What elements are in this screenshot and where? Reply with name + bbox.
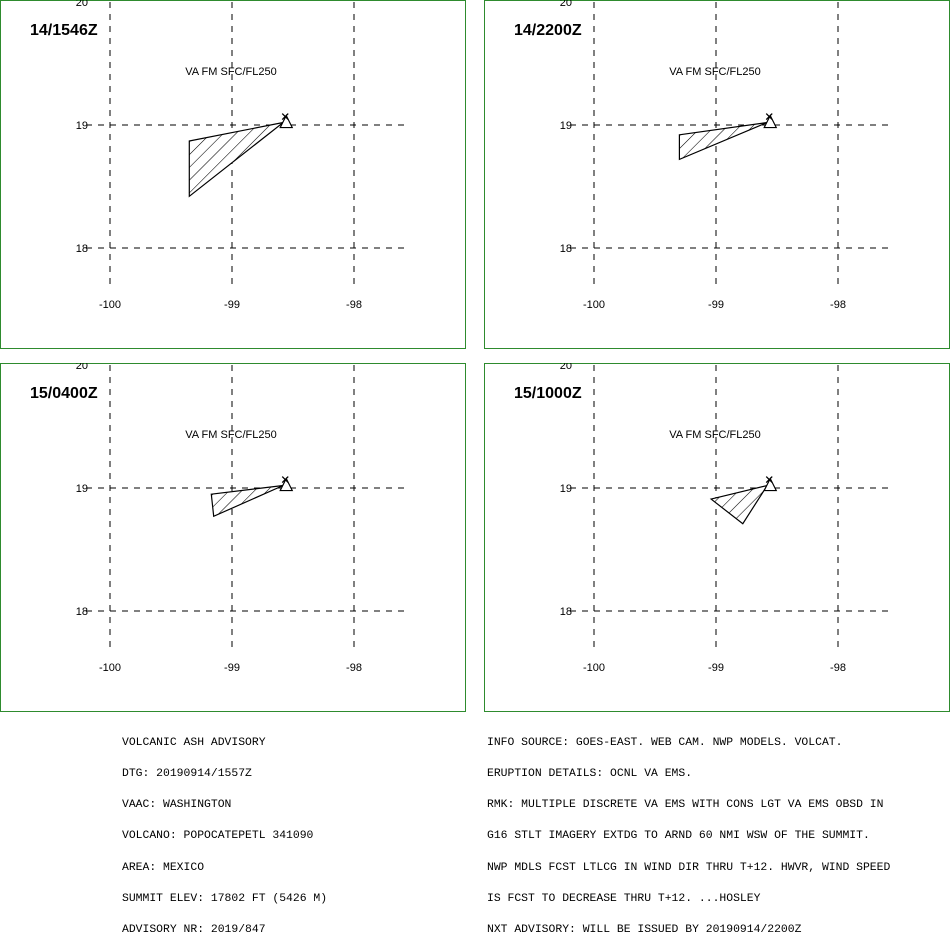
map-4: -100 -99 -98 18 19 20 15/1000Z VA FM SFC/FL250 — [484, 363, 950, 712]
volcano-mark-icon — [765, 476, 773, 483]
lon-tick-label: -100 — [99, 299, 121, 311]
remark-line: NXT ADVISORY: WILL BE ISSUED BY 20190914… — [487, 924, 802, 937]
remark-line: NWP MDLS FCST LTLCG IN WIND DIR THRU T+1… — [487, 861, 891, 874]
lon-tick-label: -99 — [224, 662, 240, 674]
lat-tick-label: 18 — [560, 243, 572, 255]
lon-tick-label: -99 — [708, 662, 724, 674]
lat-tick-label: 18 — [560, 606, 572, 618]
volcano-mark-icon — [281, 113, 289, 120]
advisory-remarks-block: INFO SOURCE: GOES-EAST. WEB CAM. NWP MOD… — [487, 717, 890, 946]
flight-level-label: VA FM SFC/FL250 — [669, 429, 761, 441]
lon-tick-label: -100 — [583, 662, 605, 674]
advisory-line: VOLCANIC ASH ADVISORY — [122, 736, 266, 749]
volcano-triangle-icon — [279, 477, 294, 492]
map-panel-4: -100 -99 -98 18 19 20 15/1000Z VA FM SFC/FL250 — [484, 363, 950, 712]
remark-line: ERUPTION DETAILS: OCNL VA EMS. — [487, 768, 693, 781]
volcano-triangle-icon — [763, 114, 778, 129]
map-panel-2: -100 -99 -98 18 19 20 14/2200Z VA FM SFC/FL250 — [484, 0, 950, 349]
advisory-line: AREA: MEXICO — [122, 861, 205, 874]
lat-tick-label: 18 — [76, 243, 88, 255]
forecast-time-label: 14/2200Z — [514, 22, 582, 39]
advisory-line: SUMMIT ELEV: 17802 FT (5426 M) — [122, 892, 328, 905]
ash-cloud-polygon — [210, 484, 284, 518]
advisory-header-block: VOLCANIC ASH ADVISORY DTG: 20190914/1557… — [122, 717, 327, 946]
volcano-mark-icon — [765, 113, 773, 120]
lon-tick-label: -99 — [224, 299, 240, 311]
lon-tick-label: -100 — [583, 299, 605, 311]
ash-cloud-polygon — [678, 121, 768, 161]
volcano-mark-icon — [281, 476, 289, 483]
forecast-time-label: 14/1546Z — [30, 22, 98, 39]
lat-tick-label: 19 — [76, 120, 88, 132]
panel-frame — [0, 363, 466, 712]
ash-cloud-polygon — [709, 484, 769, 525]
map-panel-3: -100 -99 -98 18 19 20 15/0400Z VA FM SFC/FL250 — [0, 363, 466, 712]
remark-line: RMK: MULTIPLE DISCRETE VA EMS WITH CONS … — [487, 799, 884, 812]
panel-frame — [484, 0, 950, 349]
remark-line: INFO SOURCE: GOES-EAST. WEB CAM. NWP MOD… — [487, 736, 843, 749]
forecast-time-label: 15/1000Z — [514, 385, 582, 402]
advisory-line: DTG: 20190914/1557Z — [122, 768, 252, 781]
remark-line: IS FCST TO DECREASE THRU T+12. ...HOSLEY — [487, 892, 761, 905]
volcano-triangle-icon — [279, 114, 294, 129]
flight-level-label: VA FM SFC/FL250 — [185, 429, 277, 441]
volcano-triangle-icon — [763, 477, 778, 492]
lat-tick-label: 19 — [560, 483, 572, 495]
lat-tick-label: 20 — [560, 0, 572, 9]
lon-tick-label: -98 — [830, 662, 846, 674]
forecast-time-label: 15/0400Z — [30, 385, 98, 402]
lat-tick-label: 20 — [76, 363, 88, 372]
lon-tick-label: -100 — [99, 662, 121, 674]
advisory-line: ADVISORY NR: 2019/847 — [122, 924, 266, 937]
map-panel-1: -100 -99 -98 18 19 20 14/1546Z VA FM SFC/FL250 — [0, 0, 466, 349]
lat-tick-label: 19 — [560, 120, 572, 132]
advisory-line: VAAC: WASHINGTON — [122, 799, 232, 812]
flight-level-label: VA FM SFC/FL250 — [185, 66, 277, 78]
lat-tick-label: 20 — [560, 363, 572, 372]
panel-frame — [0, 0, 466, 349]
lon-tick-label: -98 — [346, 662, 362, 674]
lat-tick-label: 20 — [76, 0, 88, 9]
flight-level-label: VA FM SFC/FL250 — [669, 66, 761, 78]
lat-tick-label: 18 — [76, 606, 88, 618]
map-2: -100 -99 -98 18 19 20 14/2200Z VA FM SFC/FL250 — [484, 0, 950, 349]
ash-cloud-polygon — [188, 121, 284, 198]
remark-line: G16 STLT IMAGERY EXTDG TO ARND 60 NMI WS… — [487, 830, 870, 843]
lon-tick-label: -98 — [346, 299, 362, 311]
lon-tick-label: -99 — [708, 299, 724, 311]
lon-tick-label: -98 — [830, 299, 846, 311]
panel-frame — [484, 363, 950, 712]
advisory-line: VOLCANO: POPOCATEPETL 341090 — [122, 830, 314, 843]
map-1: -100 -99 -98 18 19 20 14/1546Z VA FM SFC/FL250 — [0, 0, 466, 349]
lat-tick-label: 19 — [76, 483, 88, 495]
map-3: -100 -99 -98 18 19 20 15/0400Z VA FM SFC/FL250 — [0, 363, 466, 712]
